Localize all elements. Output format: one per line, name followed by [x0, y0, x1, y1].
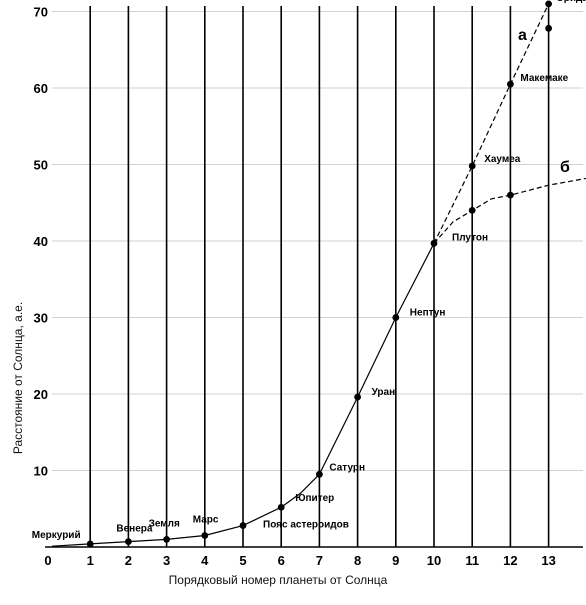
y-tick-label-70: 70 — [34, 5, 48, 20]
data-point-7 — [354, 393, 361, 401]
data-point-12 — [545, 0, 552, 8]
point-label-4: Пояс астероидов — [263, 520, 349, 531]
y-tick-label-10: 10 — [34, 464, 48, 479]
series-layer — [51, 3, 586, 547]
curve-label-б: б — [560, 159, 570, 176]
data-point-13 — [468, 207, 476, 214]
data-point-10 — [468, 162, 476, 170]
data-point-3 — [201, 532, 209, 539]
data-point-5 — [277, 503, 285, 511]
y-tick-label-50: 50 — [34, 158, 48, 173]
x-tick-label-12: 12 — [503, 553, 517, 568]
y-tick-label-60: 60 — [34, 81, 48, 96]
grid-horizontal — [52, 11, 583, 471]
points-layer — [86, 0, 552, 548]
x-tick-label-3: 3 — [163, 553, 170, 568]
y-tick-labels: 10 20 30 40 50 60 70 — [34, 5, 48, 479]
data-point-4 — [239, 522, 247, 529]
data-point-6 — [316, 470, 323, 478]
x-tick-label-9: 9 — [392, 553, 399, 568]
x-tick-label-6: 6 — [278, 553, 285, 568]
x-tick-label-7: 7 — [316, 553, 323, 568]
data-point-1 — [124, 538, 132, 546]
grid-vertical — [89, 6, 550, 547]
data-point-11 — [507, 80, 514, 88]
point-label-5: Юпитер — [295, 493, 334, 504]
point-label-10: Хаумеа — [484, 154, 521, 165]
point-label-7: Уран — [372, 387, 396, 398]
point-label-11: Макемаке — [520, 73, 568, 84]
y-axis-title: Расстояние от Солнца, а.е. — [11, 302, 25, 454]
point-label-9: Плутон — [452, 232, 488, 243]
series-line-б — [433, 177, 586, 244]
data-point-8 — [392, 314, 400, 321]
point-label-8: Нептун — [410, 308, 446, 319]
data-point-9 — [430, 239, 438, 247]
point-label-3: Марс — [193, 515, 219, 526]
x-tick-labels: 0 1 2 3 4 5 6 7 8 9 10 11 12 13 — [44, 553, 555, 568]
point-label-6: Сатурн — [329, 462, 365, 473]
point-label-2: Земля — [149, 518, 180, 529]
x-tick-label-1: 1 — [87, 553, 94, 568]
series-line-main — [51, 243, 435, 547]
x-tick-label-2: 2 — [125, 553, 132, 568]
x-tick-label-11: 11 — [465, 553, 479, 568]
x-tick-label-8: 8 — [354, 553, 361, 568]
x-axis-title: Порядковый номер планеты от Солнца — [169, 573, 388, 587]
x-tick-label-13: 13 — [541, 553, 555, 568]
point-label-12: Эрида — [557, 0, 586, 4]
y-tick-label-30: 30 — [34, 311, 48, 326]
x-tick-label-4: 4 — [201, 553, 209, 568]
x-tick-label-5: 5 — [239, 553, 246, 568]
y-tick-label-20: 20 — [34, 387, 48, 402]
point-label-1: Венера — [116, 524, 152, 535]
curve-labels: аб — [518, 27, 570, 176]
x-tick-label-0: 0 — [44, 553, 51, 568]
y-tick-label-40: 40 — [34, 234, 48, 249]
point-label-0: Меркурий — [32, 530, 81, 541]
series-line-а — [433, 3, 550, 244]
data-point-15 — [545, 24, 552, 32]
data-point-0 — [86, 540, 94, 548]
data-point-2 — [163, 535, 171, 543]
data-point-14 — [507, 191, 514, 199]
x-tick-label-10: 10 — [427, 553, 441, 568]
curve-label-а: а — [518, 27, 527, 44]
